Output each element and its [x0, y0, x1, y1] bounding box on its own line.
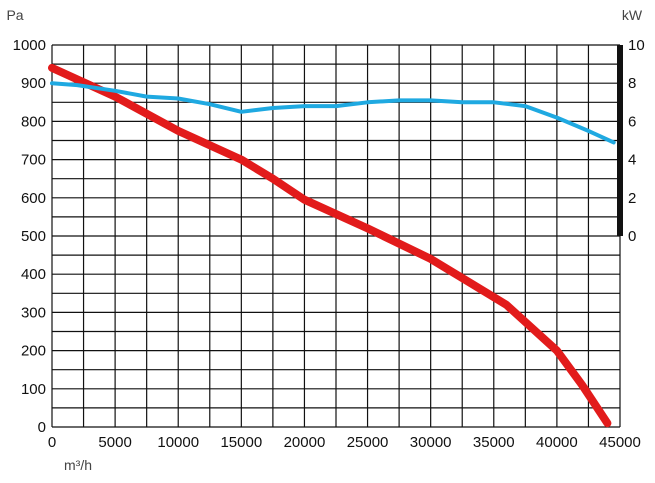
x-tick-label: 10000: [157, 434, 199, 451]
y-axis-right-label: kW: [622, 7, 643, 23]
y-left-tick-label: 600: [21, 190, 46, 207]
y-left-tick-label: 700: [21, 152, 46, 169]
x-tick-label: 25000: [347, 434, 389, 451]
y-left-tick-label: 900: [21, 75, 46, 92]
chart-grid: [51, 44, 623, 428]
y-axis-left-label: Pa: [6, 7, 23, 23]
y-left-tick-label: 300: [21, 304, 46, 321]
y-axis-right-ticks: 0 2 4 6 8 10: [628, 37, 645, 245]
pressure-curve: [48, 63, 612, 428]
chart-series: [48, 63, 616, 428]
x-tick-label: 5000: [98, 434, 131, 451]
y-left-tick-label: 0: [38, 419, 46, 436]
y-left-tick-label: 800: [21, 113, 46, 130]
y-right-tick-label: 0: [628, 228, 636, 245]
x-tick-label: 20000: [284, 434, 326, 451]
power-curve: [50, 81, 616, 145]
y-axis-left-ticks: 0 100 200 300 400 500 600 700 800 900 1000: [13, 37, 46, 436]
y-left-tick-label: 1000: [13, 37, 46, 54]
x-tick-label: 30000: [410, 434, 452, 451]
x-tick-label: 0: [48, 434, 56, 451]
y-left-tick-label: 400: [21, 266, 46, 283]
y-left-tick-label: 500: [21, 228, 46, 245]
x-tick-label: 15000: [220, 434, 262, 451]
y-right-tick-label: 8: [628, 75, 636, 92]
y-right-tick-label: 6: [628, 113, 636, 130]
y-right-tick-label: 4: [628, 152, 636, 169]
y-left-tick-label: 100: [21, 381, 46, 398]
x-axis-ticks: 0 5000 10000 15000 20000 25000 30000 35000 40000…: [48, 434, 641, 451]
y-right-tick-label: 2: [628, 190, 636, 207]
y-left-tick-label: 200: [21, 343, 46, 360]
y-right-tick-label: 10: [628, 37, 645, 54]
x-tick-label: 35000: [473, 434, 515, 451]
x-tick-label: 45000: [599, 434, 641, 451]
x-axis-label: m³/h: [64, 457, 92, 473]
x-tick-label: 40000: [536, 434, 578, 451]
